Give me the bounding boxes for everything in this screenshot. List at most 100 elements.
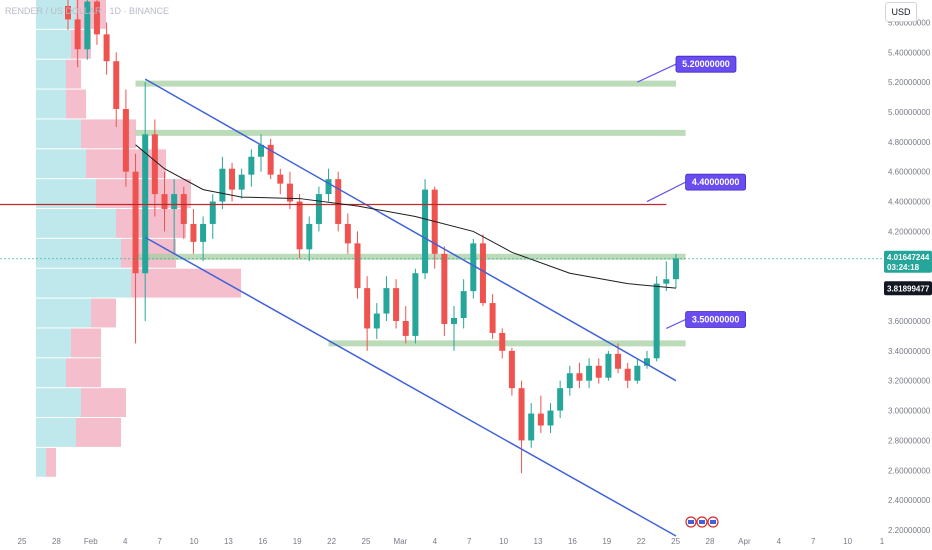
x-tick-label: Mar: [394, 537, 408, 546]
x-tick-label: 25: [18, 537, 27, 546]
candle-body: [364, 288, 371, 329]
candle-body: [422, 189, 429, 274]
candle-body: [393, 288, 400, 321]
x-tick-label: 13: [224, 537, 233, 546]
ma-value-badge: [884, 281, 932, 296]
candle-body: [171, 194, 178, 210]
volume-profile-bar-down: [76, 0, 106, 29]
volume-profile-bar-down: [81, 388, 126, 418]
candle-body: [644, 358, 650, 366]
volume-profile-bar-down: [66, 89, 86, 119]
y-tick-label: 4.40000000: [888, 198, 931, 207]
y-tick-label: 2.40000000: [888, 496, 931, 505]
current-price-value: 4.01647244: [887, 253, 930, 262]
candle-body: [595, 365, 602, 378]
candle-body: [248, 156, 255, 175]
x-tick-label: 28: [52, 537, 61, 546]
candle-body: [373, 313, 380, 329]
candle-body: [634, 365, 641, 381]
volume-profile-bar-up: [36, 29, 71, 59]
price-callouts: 5.20000000 4.40000000 3.50000000: [637, 55, 746, 329]
x-tick-label: 7: [467, 537, 472, 546]
event-flag-icon: [699, 520, 705, 524]
volume-profile-bar-up: [36, 388, 81, 418]
candle-body: [624, 368, 631, 381]
currency-button[interactable]: USD: [885, 2, 917, 22]
volume-profile-bar-down: [66, 59, 81, 89]
candle-body: [151, 134, 158, 195]
candle-body: [161, 194, 168, 210]
callout-box: [675, 55, 737, 73]
candle-body: [479, 243, 486, 304]
callout-pointer: [666, 318, 686, 329]
y-tick-label: 5.40000000: [888, 48, 931, 57]
candle-body: [93, 1, 100, 35]
candle-body: [470, 243, 477, 292]
horizontal-zones: [135, 80, 686, 347]
volume-profile-bar-down: [131, 268, 241, 298]
x-tick-label: Apr: [738, 537, 751, 546]
candle-body: [325, 179, 332, 195]
candle-body: [238, 174, 245, 190]
y-tick-label: 3.20000000: [888, 377, 931, 386]
y-tick-label: 2.80000000: [888, 436, 931, 445]
x-tick-label: 28: [706, 537, 715, 546]
x-tick-label: 7: [811, 537, 816, 546]
y-tick-label: 5.00000000: [888, 108, 931, 117]
candle-body: [615, 353, 622, 369]
x-tick-label: 25: [671, 537, 680, 546]
candle-body: [508, 350, 515, 389]
support-resistance-zone: [135, 129, 686, 136]
x-tick-label: 10: [499, 537, 508, 546]
volume-profile-bar-up: [36, 358, 66, 388]
volume-profile-bar-up: [36, 418, 76, 447]
y-tick-label: 3.60000000: [888, 317, 931, 326]
candle-body: [200, 223, 207, 242]
callout-pointer: [637, 63, 677, 83]
candle-body: [219, 168, 226, 202]
x-tick-label: Feb: [84, 537, 98, 546]
candle-body: [267, 144, 274, 175]
callout-pointer: [646, 181, 686, 203]
x-tick-label: 7: [157, 537, 162, 546]
volume-profile-bar-up: [36, 209, 116, 238]
candle-body: [296, 201, 303, 250]
axes: 5.60000000 5.40000000 5.20000000 5.00000000…: [18, 18, 932, 546]
candle-body: [518, 388, 525, 441]
candle-body: [229, 168, 236, 190]
volume-profile-bar-up: [36, 447, 46, 477]
x-tick-label: 16: [568, 537, 577, 546]
y-tick-label: 5.60000000: [888, 18, 931, 27]
candle-body: [605, 353, 612, 378]
candle-body: [354, 243, 361, 289]
moving-average-line: [135, 144, 676, 289]
volume-profile-bar-down: [91, 298, 116, 328]
channel-lower-line: [144, 236, 677, 537]
event-flag-icon: [710, 520, 716, 524]
current-price-countdown: 03:24:18: [887, 263, 920, 272]
callout-label: 5.20000000: [682, 59, 730, 69]
x-tick-label: 13: [534, 537, 543, 546]
candle-body: [499, 332, 506, 351]
x-tick-label: 4: [123, 537, 128, 546]
x-tick-label: 10: [190, 537, 199, 546]
candle-body: [315, 194, 322, 224]
candle-body: [489, 303, 496, 333]
volume-profile-bar-down: [46, 447, 56, 477]
y-tick-label: 3.00000000: [888, 407, 931, 416]
candle-body: [122, 108, 129, 172]
candle-body: [528, 413, 535, 441]
candle-body: [286, 183, 293, 202]
candle-body: [335, 179, 342, 224]
y-tick-label: 5.20000000: [888, 78, 931, 87]
event-flag-icon: [688, 520, 694, 524]
callout-box: [685, 311, 746, 328]
x-tick-label: 1: [880, 537, 885, 546]
volume-profile-bar-down: [71, 328, 101, 358]
candle-body: [142, 134, 149, 274]
volume-profile-bar-up: [36, 268, 131, 298]
y-tick-label: 2.60000000: [888, 466, 931, 475]
volume-profile-bar-up: [36, 89, 66, 119]
